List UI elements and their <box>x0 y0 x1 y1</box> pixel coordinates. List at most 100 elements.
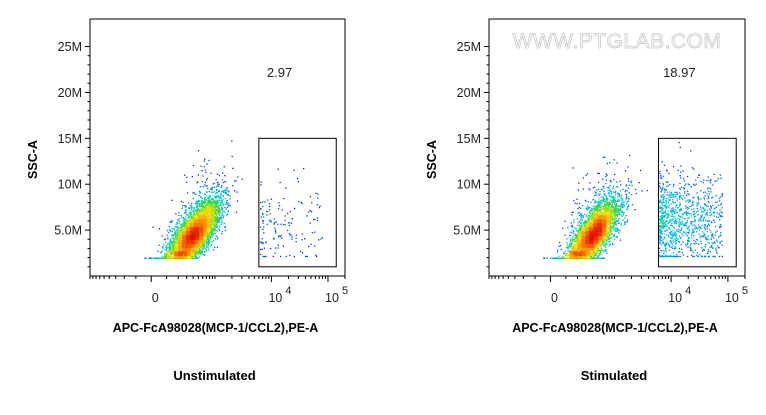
event-dot <box>189 241 191 244</box>
event-dot <box>198 210 200 212</box>
event-dot <box>187 251 190 253</box>
event-dot <box>178 251 180 253</box>
event-dot <box>202 212 204 214</box>
event-dot <box>208 227 210 229</box>
event-dot <box>214 219 216 222</box>
event-dot <box>192 220 194 223</box>
event-dot <box>172 256 174 258</box>
event-dot <box>294 207 296 210</box>
event-dot <box>266 211 269 213</box>
event-dot <box>224 175 226 177</box>
event-dot <box>182 235 184 237</box>
event-dot <box>204 200 206 203</box>
event-dot <box>197 253 199 255</box>
event-dot <box>207 214 209 216</box>
event-dot <box>198 204 200 206</box>
event-dot <box>209 245 212 247</box>
event-dot <box>224 206 226 208</box>
event-dot <box>158 228 161 230</box>
event-dot <box>207 242 209 244</box>
event-dot <box>192 217 194 219</box>
event-dot <box>175 232 177 235</box>
event-dot <box>196 242 198 244</box>
event-dot <box>204 197 206 199</box>
event-dot <box>190 218 192 220</box>
event-dot <box>205 200 207 202</box>
event-dot <box>211 216 213 218</box>
event-dot <box>184 248 186 250</box>
event-dot <box>174 251 176 253</box>
event-dot <box>300 250 302 253</box>
event-dot <box>179 229 182 231</box>
event-dot <box>203 245 206 247</box>
event-dot <box>214 204 216 206</box>
event-dot <box>265 255 267 258</box>
event-dot <box>201 230 203 232</box>
event-dot <box>194 227 196 229</box>
event-dot <box>170 255 172 257</box>
event-dot <box>206 187 209 190</box>
event-dot <box>185 216 187 218</box>
event-dot <box>186 232 188 234</box>
event-dot <box>199 186 202 188</box>
event-dot <box>195 224 198 226</box>
event-dot <box>166 234 168 236</box>
event-dot <box>215 219 218 221</box>
event-dot <box>226 213 229 215</box>
event-dot <box>217 211 219 213</box>
event-dot <box>185 246 187 249</box>
event-dot <box>187 250 189 252</box>
event-dot <box>182 201 184 203</box>
event-dot <box>221 231 224 233</box>
event-dot <box>209 240 211 242</box>
event-dot <box>182 217 184 219</box>
event-dot <box>237 176 239 178</box>
event-dot <box>208 200 211 203</box>
event-dot <box>212 199 214 201</box>
event-dot <box>201 211 203 214</box>
event-dot <box>207 239 209 241</box>
event-dot <box>201 197 203 199</box>
event-dot <box>262 220 264 222</box>
event-dot <box>204 215 206 217</box>
event-dot <box>176 245 178 248</box>
event-dot <box>213 191 215 193</box>
event-dot <box>278 235 280 237</box>
event-dot <box>197 207 199 210</box>
event-dot <box>192 234 194 236</box>
event-dot <box>208 235 210 237</box>
event-dot <box>184 222 186 224</box>
event-dot <box>198 227 201 229</box>
event-dot <box>275 221 277 223</box>
event-dot <box>195 205 198 207</box>
event-dot <box>220 204 222 207</box>
event-dot <box>191 244 194 246</box>
event-dot <box>284 224 286 226</box>
event-dot <box>179 245 181 247</box>
event-dot <box>200 165 202 167</box>
event-dot <box>184 174 186 176</box>
event-dot <box>219 216 221 218</box>
event-dot <box>204 254 206 256</box>
event-dot <box>185 211 187 213</box>
event-dot <box>262 242 264 244</box>
event-dot <box>218 204 220 207</box>
event-dot <box>158 244 160 246</box>
event-dot <box>274 227 276 229</box>
event-dot <box>182 223 184 225</box>
event-dot <box>196 216 199 219</box>
event-dot <box>211 207 213 209</box>
event-dot <box>184 256 186 258</box>
event-dot <box>211 188 213 191</box>
event-dot <box>170 240 172 242</box>
event-dot <box>204 217 206 219</box>
event-dot <box>171 221 173 223</box>
event-dot <box>193 227 195 229</box>
event-dot <box>178 257 181 259</box>
event-dot <box>199 190 201 192</box>
event-dot <box>198 218 200 220</box>
event-dot <box>194 214 196 216</box>
event-dot <box>277 244 279 246</box>
event-dot <box>180 226 183 228</box>
event-dot <box>208 210 210 212</box>
